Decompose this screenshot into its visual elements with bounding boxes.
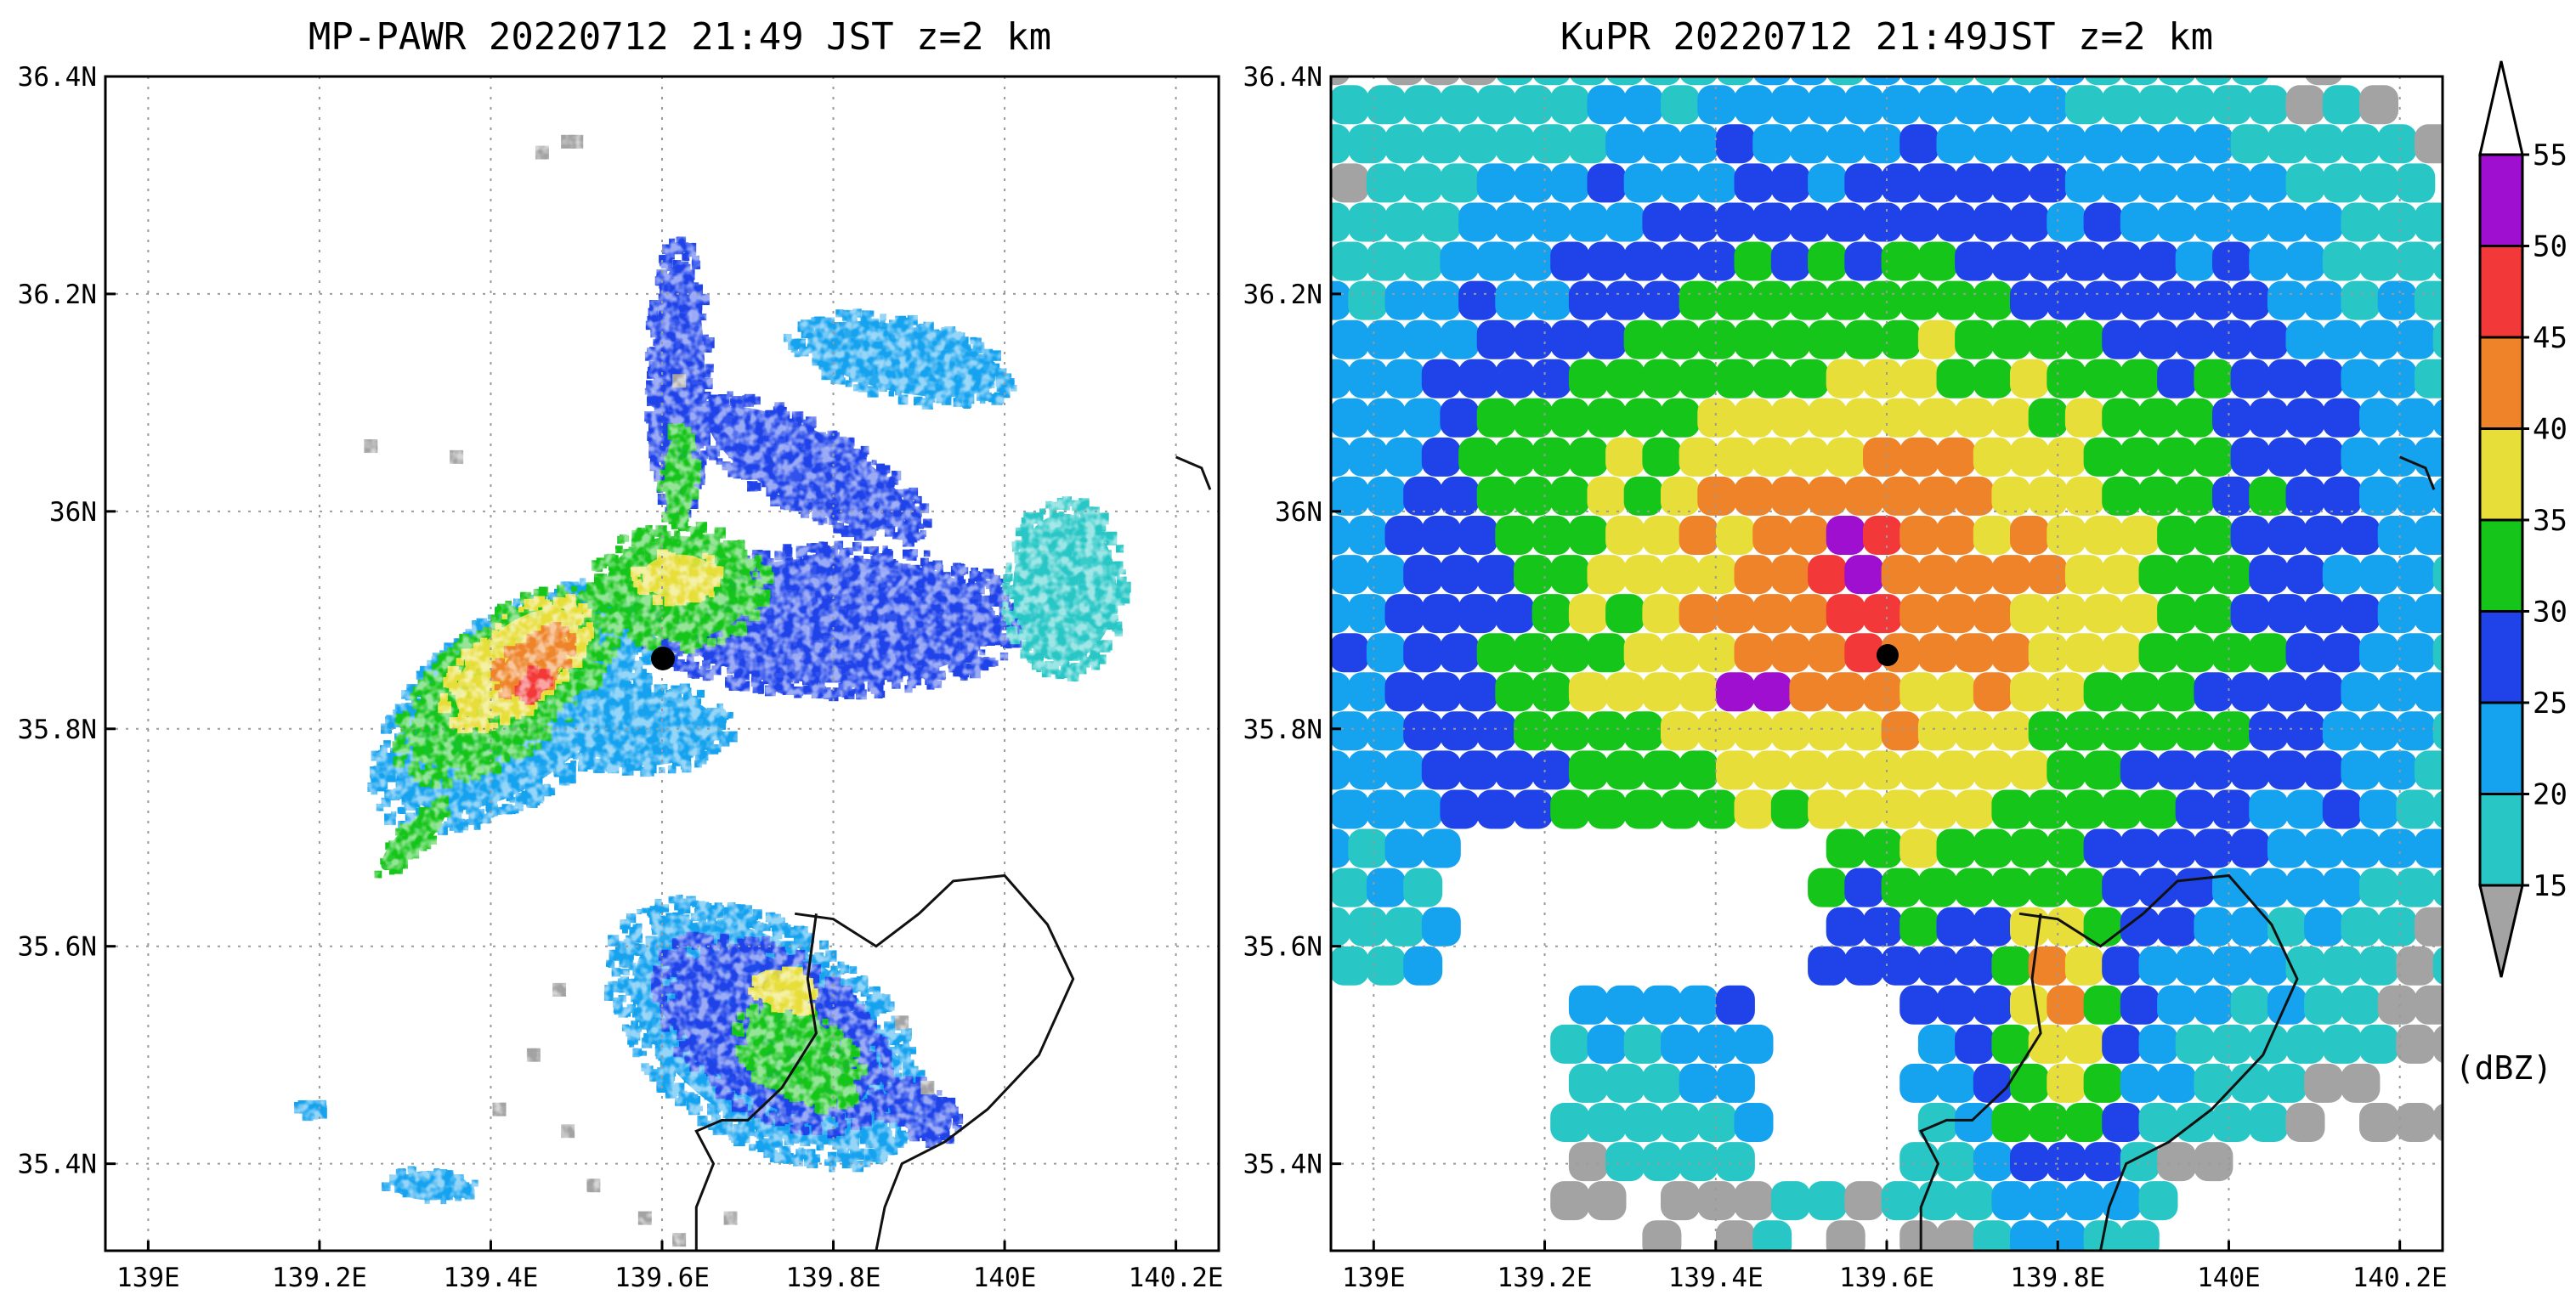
mp-pawr-title: MP-PAWR 20220712 21:49 JST z=2 km [309,15,1051,59]
mp-pawr-panel: MP-PAWR 20220712 21:49 JST z=2 km 139E 13… [18,15,1224,1293]
